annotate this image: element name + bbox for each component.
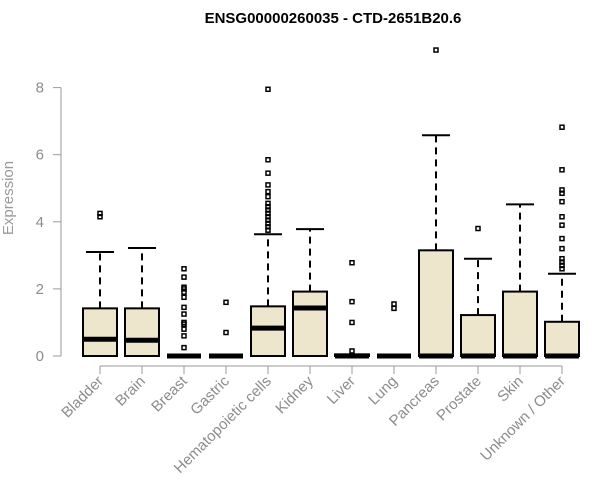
- outlier-point: [181, 266, 187, 272]
- box-lung: [377, 301, 411, 359]
- outlier-point: [181, 344, 187, 351]
- x-category-label: Breast: [148, 372, 191, 415]
- box-liver: [334, 259, 370, 359]
- y-tick-label: 6: [36, 147, 44, 164]
- box-kidney: [292, 228, 328, 357]
- x-category-label: Bladder: [58, 373, 107, 422]
- outlier-point: [181, 319, 187, 326]
- outlier-point: [181, 311, 187, 317]
- y-tick-label: 2: [36, 281, 44, 298]
- y-tick-label: 0: [36, 348, 44, 365]
- box-iqr: [502, 290, 538, 357]
- x-category-label: Kidney: [272, 372, 317, 417]
- y-tick-label: 8: [36, 80, 44, 97]
- x-category-label: Liver: [324, 373, 359, 408]
- box-iqr: [460, 314, 496, 357]
- outlier-point: [391, 301, 397, 307]
- outlier-point: [181, 274, 187, 280]
- outlier-point: [265, 200, 271, 207]
- outlier-point: [559, 235, 565, 242]
- outlier-point: [349, 298, 355, 305]
- y-tick-label: 4: [36, 214, 44, 231]
- box-hematopoietic-cells: [250, 86, 286, 357]
- outlier-point: [265, 156, 271, 163]
- outlier-point: [265, 170, 271, 176]
- outlier-point: [559, 167, 565, 173]
- y-axis: 0 2 4 6 8: [36, 80, 62, 365]
- outlier-point: [181, 284, 187, 290]
- outlier-point: [265, 86, 271, 93]
- box-iqr: [418, 249, 454, 358]
- box-pancreas: [418, 47, 454, 359]
- box-iqr: [250, 305, 286, 357]
- outlier-point: [265, 188, 271, 195]
- outlier-point: [475, 225, 481, 232]
- outlier-point: [349, 319, 355, 326]
- box-prostate: [460, 225, 496, 359]
- outlier-point: [349, 259, 355, 266]
- x-category-label: Prostate: [433, 373, 485, 425]
- box-unknown-other: [544, 124, 580, 359]
- outlier-point: [559, 198, 565, 205]
- box-iqr: [82, 307, 118, 358]
- box-iqr: [124, 307, 160, 358]
- outlier-point: [181, 333, 187, 339]
- outlier-point: [559, 222, 565, 228]
- outlier-point: [265, 182, 271, 188]
- outlier-point: [559, 245, 565, 252]
- outlier-point: [559, 255, 565, 262]
- x-category-label: Skin: [494, 373, 527, 406]
- x-category-label: Lung: [365, 373, 401, 409]
- outlier-point: [559, 124, 565, 130]
- outlier-point: [433, 47, 439, 53]
- box-iqr: [292, 290, 328, 357]
- outlier-point: [265, 193, 271, 200]
- outlier-point: [559, 187, 565, 193]
- outlier-point: [559, 214, 565, 220]
- chart-title: ENSG00000260035 - CTD-2651B20.6: [205, 10, 462, 27]
- x-category-label: Brain: [112, 373, 149, 410]
- outlier-point: [181, 326, 187, 332]
- outlier-point: [97, 210, 103, 217]
- box-iqr: [544, 320, 580, 357]
- outlier-point: [223, 299, 229, 306]
- outlier-point: [181, 304, 187, 311]
- box-skin: [502, 203, 538, 359]
- outlier-point: [391, 305, 397, 312]
- outlier-point: [349, 348, 355, 354]
- outlier-point: [223, 329, 229, 336]
- box-gastric: [209, 299, 243, 359]
- box-bladder: [82, 210, 118, 358]
- y-axis-label: Expression: [0, 161, 17, 235]
- outlier-point: [181, 294, 187, 301]
- box-brain: [124, 246, 160, 358]
- boxes-group: [82, 47, 580, 359]
- box-breast: [167, 266, 201, 359]
